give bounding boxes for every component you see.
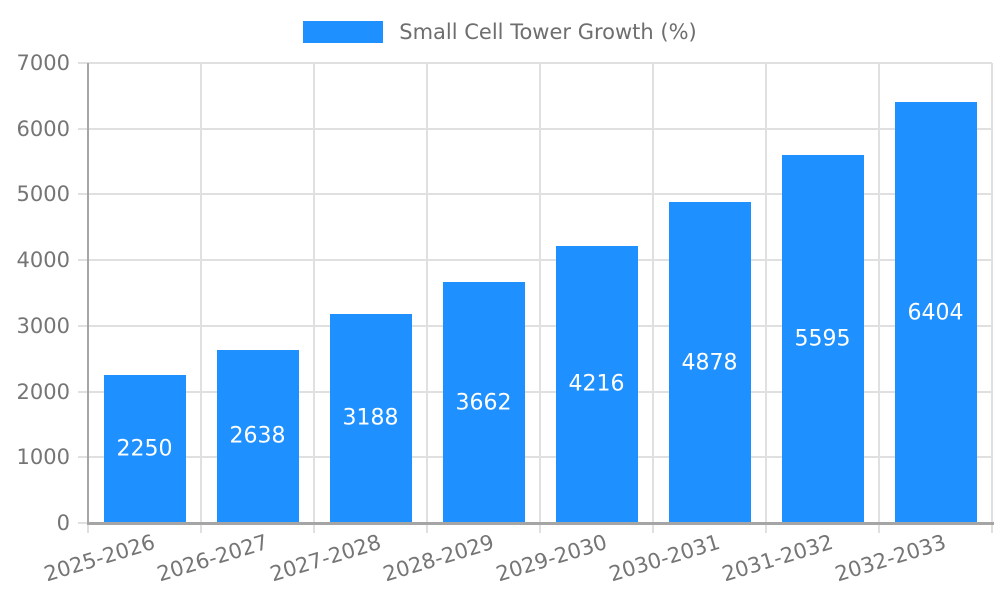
gridline-v (878, 63, 880, 533)
legend: Small Cell Tower Growth (%) (0, 20, 1000, 44)
x-tick-label: 2025-2026 (41, 529, 158, 587)
gridline-v (313, 63, 315, 533)
gridline-h (78, 390, 992, 393)
x-axis-line (86, 522, 994, 525)
bar[interactable]: 3662 (442, 282, 525, 523)
gridline-h (78, 456, 992, 459)
y-tick-label: 1000 (16, 445, 70, 470)
plot-area: 2250 2638 3188 3662 4216 4878 5595 6404 (78, 62, 993, 533)
gridline-h (78, 193, 992, 196)
bar[interactable]: 5595 (781, 155, 864, 523)
x-tick-label: 2031-2032 (719, 529, 836, 587)
bar[interactable]: 3188 (329, 313, 412, 523)
y-tick-label: 4000 (16, 248, 70, 273)
bar[interactable]: 6404 (894, 102, 977, 523)
bar[interactable]: 2638 (216, 349, 299, 523)
gridline-h (78, 127, 992, 130)
bar-value-label: 6404 (907, 300, 964, 326)
legend-item[interactable]: Small Cell Tower Growth (%) (303, 20, 697, 44)
gridline-v (539, 63, 541, 533)
y-tick-mark (78, 522, 88, 524)
y-tick-label: 3000 (16, 313, 70, 338)
x-tick-label: 2029-2030 (493, 529, 610, 587)
x-tick-label: 2032-2033 (832, 529, 949, 587)
bar-value-label: 2638 (229, 423, 286, 449)
gridline-v (652, 63, 654, 533)
bar-value-label: 4216 (568, 371, 625, 397)
bar[interactable]: 4216 (555, 245, 638, 523)
x-tick-label: 2027-2028 (267, 529, 384, 587)
gridline-h (78, 324, 992, 327)
y-tick-label: 2000 (16, 379, 70, 404)
bar-value-label: 4878 (681, 350, 738, 376)
gridline-v (200, 63, 202, 533)
bar-value-label: 2250 (116, 436, 173, 462)
y-tick-label: 0 (56, 511, 70, 535)
gridline-v (991, 63, 993, 533)
x-tick-label: 2030-2031 (606, 529, 723, 587)
legend-label: Small Cell Tower Growth (%) (399, 20, 697, 44)
gridline-v (426, 63, 428, 533)
y-axis-line (86, 63, 89, 523)
bar-value-label: 3662 (455, 390, 512, 416)
bar[interactable]: 4878 (668, 202, 751, 523)
gridline-v (765, 63, 767, 533)
gridline-h (78, 62, 992, 64)
legend-swatch (303, 21, 384, 43)
y-tick-label: 7000 (16, 51, 70, 75)
x-tick-mark (87, 523, 89, 533)
bar[interactable]: 2250 (103, 375, 186, 523)
x-tick-label: 2026-2027 (154, 529, 271, 587)
bar-value-label: 5595 (794, 326, 851, 352)
y-tick-label: 5000 (16, 182, 70, 207)
x-tick-label: 2028-2029 (380, 529, 497, 587)
gridline-h (78, 259, 992, 262)
y-tick-label: 6000 (16, 116, 70, 141)
bar-value-label: 3188 (342, 405, 399, 431)
